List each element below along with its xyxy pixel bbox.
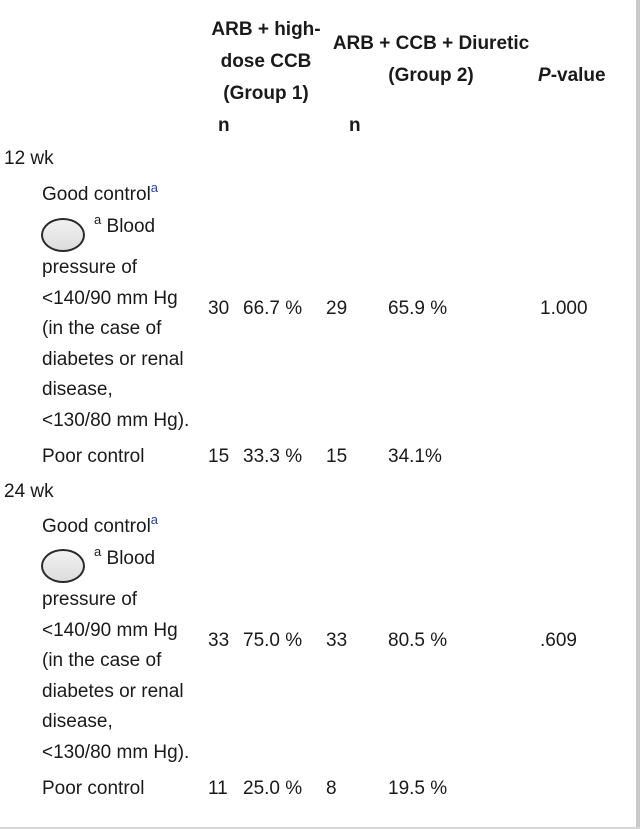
good-control-text: Good control (42, 516, 151, 537)
good-control-label: Good controla (42, 512, 158, 538)
footnote-first-word: Blood (106, 548, 156, 569)
footnote-link[interactable]: a (150, 180, 159, 195)
footnote-line: disease, (42, 379, 113, 401)
footnote-sup: a (94, 212, 102, 227)
group1-header-line1: ARB + high- (211, 19, 321, 40)
poor-control-label: Poor control (42, 778, 145, 799)
footnote-first-line: a Blood (94, 544, 156, 570)
footnote-line: disease, (42, 711, 113, 733)
cell-n1: 30 (208, 298, 230, 319)
footnote-toggle[interactable] (41, 218, 85, 252)
cell-n2: 29 (326, 298, 348, 319)
cell-pct1: 25.0 % (243, 778, 303, 799)
pvalue-header-rest: -value (550, 65, 606, 86)
cell-n2: 8 (326, 778, 337, 799)
footnote-link[interactable]: a (150, 512, 159, 527)
footnote-line: diabetes or renal (42, 680, 184, 702)
n-label-group2: n (349, 115, 361, 136)
page-edge-divider (636, 0, 640, 829)
group1-header: ARB + high- dose CCB (Group 1) (206, 14, 326, 110)
cell-pct2: 34.1% (388, 446, 442, 467)
footnote-toggle[interactable] (41, 549, 85, 583)
group1-header-line3: (Group 1) (223, 83, 309, 104)
cell-pct2: 19.5 % (388, 778, 448, 799)
footnote-line: pressure of (42, 589, 138, 610)
footnote-line: diabetes or renal (42, 348, 184, 370)
n-label-group1: n (218, 115, 230, 136)
footnote-text: pressure of <140/90 mm Hg (in the case o… (42, 253, 189, 437)
footnote-line: (in the case of (42, 650, 162, 672)
footnote-first-line: a Blood (94, 212, 156, 238)
cell-pvalue: 1.000 (540, 298, 588, 319)
cell-n2: 15 (326, 446, 348, 467)
footnote-line: <130/80 mm Hg). (42, 741, 190, 763)
good-control-label: Good controla (42, 180, 158, 206)
footnote-first-word: Blood (106, 216, 156, 237)
footnote-sup: a (94, 544, 102, 559)
poor-control-label: Poor control (42, 446, 145, 467)
pvalue-header-italic: P (538, 65, 551, 86)
group2-header-line2: (Group 2) (388, 65, 474, 86)
cell-n2: 33 (326, 630, 348, 651)
section-label-24wk: 24 wk (4, 481, 54, 502)
footnote-line: <130/80 mm Hg). (42, 409, 190, 431)
cell-pct2: 80.5 % (388, 630, 448, 651)
footnote-line: <140/90 mm Hg (42, 619, 178, 641)
pvalue-header: P-value (538, 60, 606, 92)
cell-pct1: 33.3 % (243, 446, 303, 467)
bottom-divider (0, 827, 640, 829)
footnote-line: (in the case of (42, 318, 162, 340)
section-label-12wk: 12 wk (4, 148, 54, 169)
good-control-text: Good control (42, 184, 151, 205)
cell-pct2: 65.9 % (388, 298, 448, 319)
group1-header-line2: dose CCB (220, 51, 312, 72)
cell-n1: 33 (208, 630, 230, 651)
cell-pct1: 75.0 % (243, 630, 303, 651)
cell-n1: 11 (208, 778, 228, 799)
group2-header: ARB + CCB + Diuretic (Group 2) (326, 28, 536, 92)
cell-pct1: 66.7 % (243, 298, 303, 319)
footnote-text: pressure of <140/90 mm Hg (in the case o… (42, 585, 189, 769)
footnote-line: <140/90 mm Hg (42, 287, 178, 309)
cell-n1: 15 (208, 446, 230, 467)
cell-pvalue: .609 (540, 630, 577, 651)
footnote-line: pressure of (42, 257, 138, 278)
group2-header-line1: ARB + CCB + Diuretic (332, 33, 530, 54)
